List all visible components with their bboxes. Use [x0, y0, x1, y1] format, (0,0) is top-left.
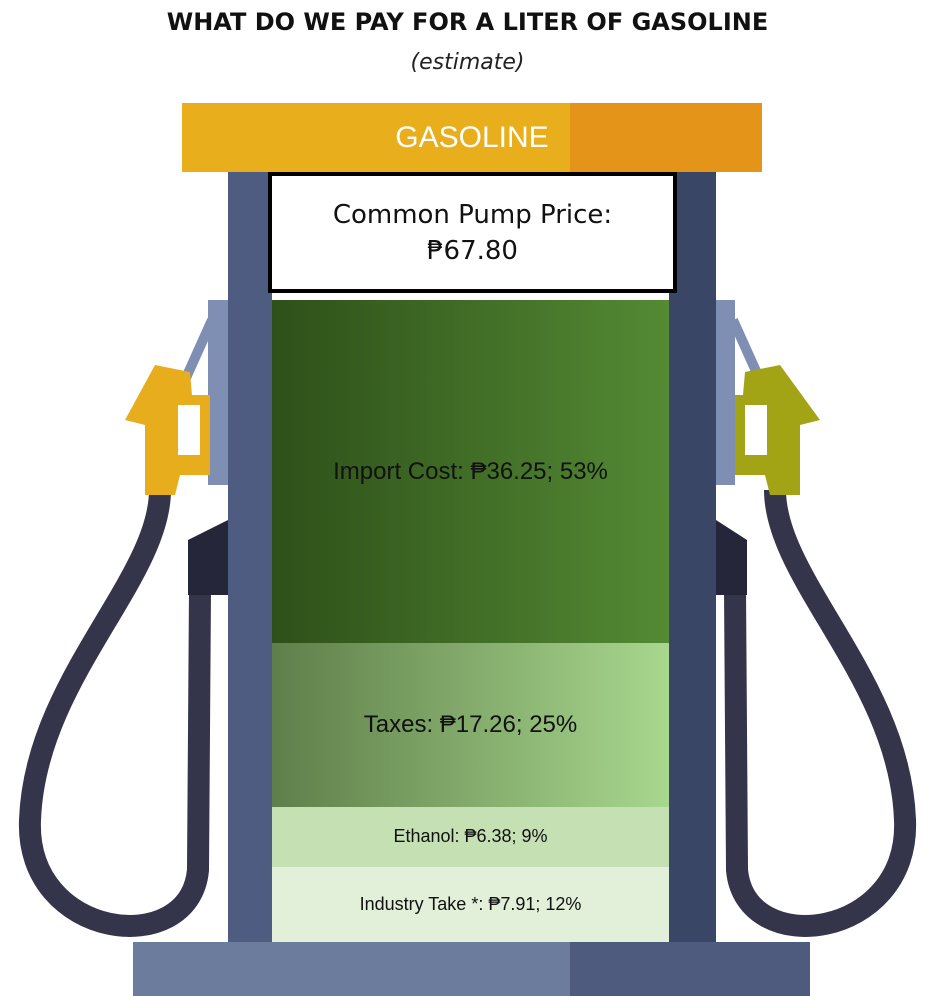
segment-label: Import Cost: ₱36.25; 53% — [333, 458, 608, 486]
segment: Industry Take *: ₱7.91; 12% — [272, 867, 669, 942]
price-display: Common Pump Price: ₱67.80 — [272, 176, 673, 289]
page: WHAT DO WE PAY FOR A LITER OF GASOLINE (… — [0, 0, 935, 996]
holder — [188, 520, 228, 595]
base-right — [570, 942, 810, 996]
title: WHAT DO WE PAY FOR A LITER OF GASOLINE — [0, 8, 935, 36]
hose — [735, 490, 905, 926]
segment: Import Cost: ₱36.25; 53% — [272, 300, 669, 643]
nozzle-pipe — [185, 320, 212, 380]
segment-label: Ethanol: ₱6.38; 9% — [393, 826, 547, 847]
sign-text: GASOLINE — [182, 103, 762, 172]
holder — [716, 520, 747, 595]
subtitle: (estimate) — [0, 50, 935, 75]
base-left — [133, 942, 573, 996]
price-caption: Common Pump Price: — [333, 197, 612, 233]
segment-label: Taxes: ₱17.26; 25% — [364, 711, 577, 739]
segment: Ethanol: ₱6.38; 9% — [272, 807, 669, 867]
nozzle-grip — [745, 405, 767, 455]
segment: Taxes: ₱17.26; 25% — [272, 643, 669, 806]
column — [228, 172, 272, 944]
price-label: ₱67.80 — [427, 233, 518, 269]
segment-label: Industry Take *: ₱7.91; 12% — [360, 894, 582, 915]
nozzle-grip — [178, 405, 200, 455]
hose — [30, 490, 200, 926]
